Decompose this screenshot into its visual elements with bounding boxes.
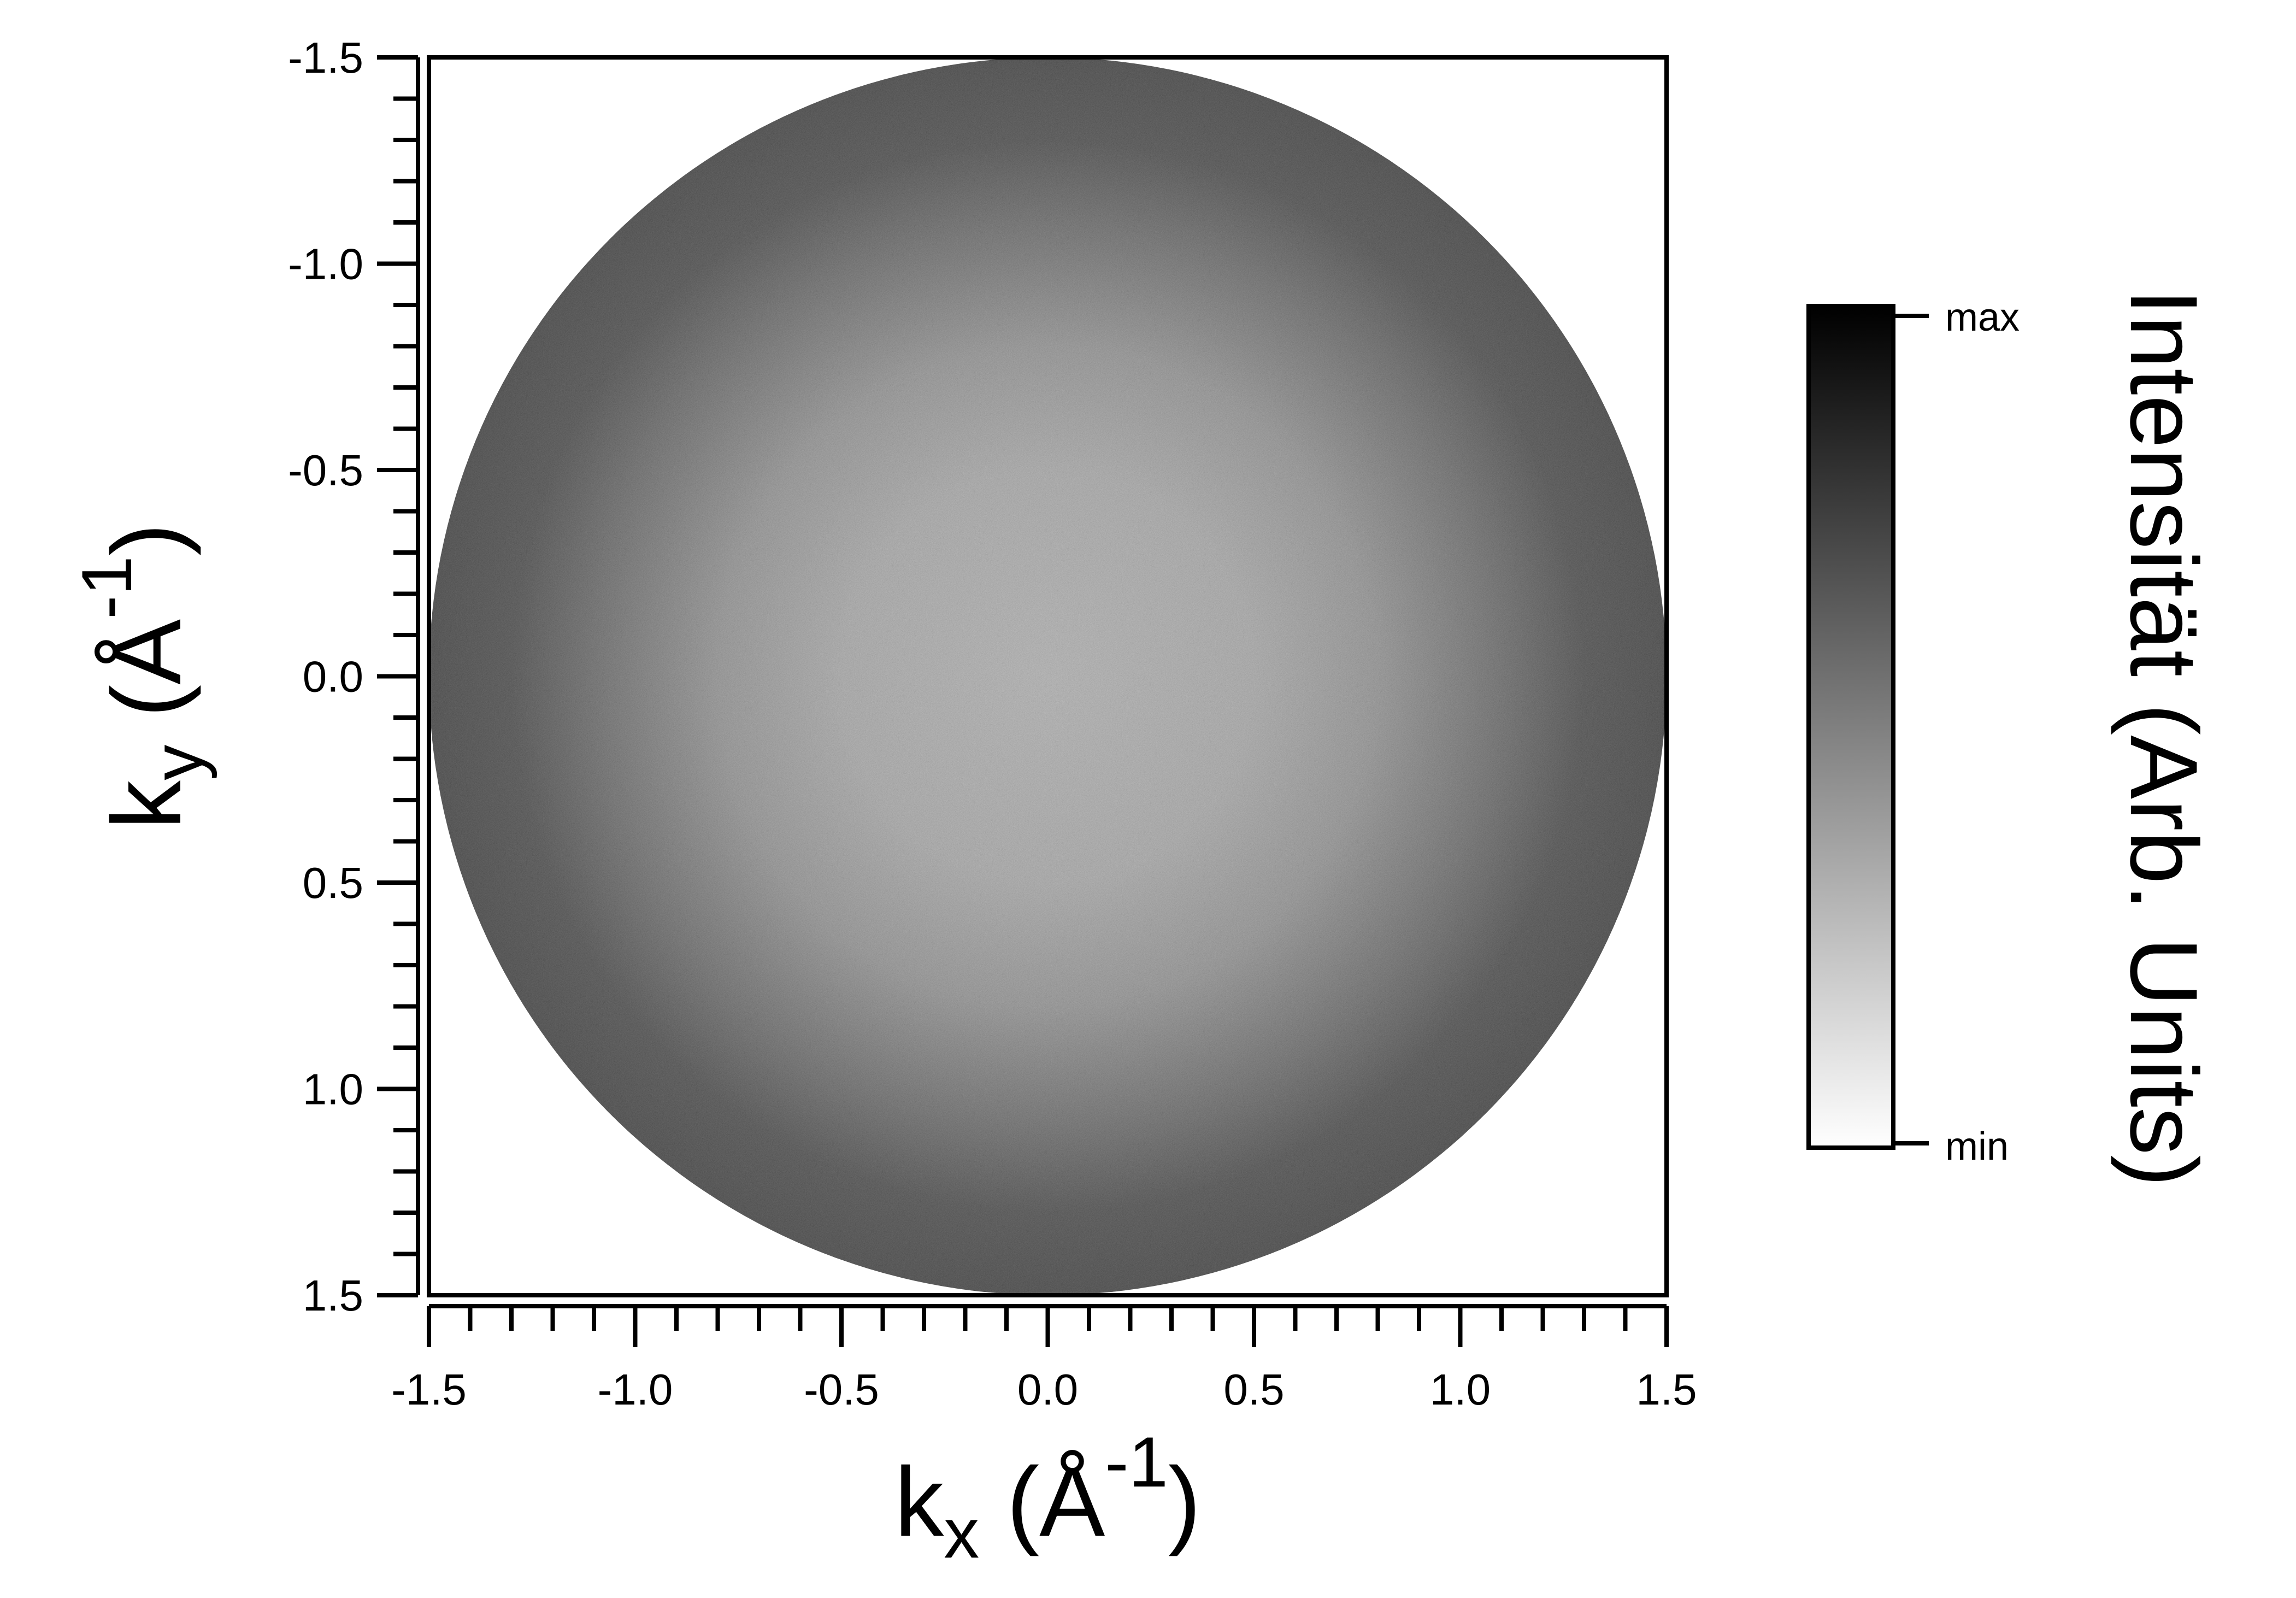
x-label-unit: Å [1039,1447,1105,1557]
y-label-close: ) [92,523,202,556]
y-axis-label: ky (Å-1) [67,523,217,830]
x-label-open: ( [979,1447,1039,1557]
x-label-exp: -1 [1105,1422,1168,1502]
y-tick-label: -0.5 [288,446,363,495]
x-tick-label: -1.0 [598,1365,673,1414]
x-tick-label: 1.5 [1636,1365,1697,1414]
y-label-unit: Å [92,619,202,685]
y-tick-label: 0.0 [303,653,363,701]
x-label-close: ) [1168,1447,1201,1557]
y-label-sub: y [138,745,217,780]
y-tick-label: -1.5 [288,33,363,82]
x-tick-label: 0.5 [1223,1365,1284,1414]
y-tick-label: 0.5 [303,859,363,907]
x-axis-label: kx (Å-1) [894,1422,1201,1573]
x-tick-label: 1.0 [1430,1365,1491,1414]
y-label-base: k [92,780,202,830]
x-tick-label: 0.0 [1017,1365,1078,1414]
colorbar-min-label: min [1945,1125,2009,1168]
x-label-base: k [894,1447,944,1557]
x-axis: -1.5 -1.0 -0.5 0.0 0.5 1.0 1.5 [391,1304,1697,1414]
plot-frame [427,55,1669,1297]
y-label-open: ( [92,685,202,745]
x-tick-label: -0.5 [804,1365,879,1414]
colorbar-max-label: max [1945,296,2020,339]
colorbar-gradient [1806,304,1895,1150]
intensity-noise [429,57,1667,1295]
x-label-sub: x [944,1493,979,1573]
y-tick-label: -1.0 [288,240,363,289]
y-tick-label: 1.5 [303,1271,363,1320]
y-tick-label: 1.0 [303,1065,363,1114]
colorbar-title: Intensität (Arb. Units) [2110,289,2217,1187]
plot-area [427,55,1669,1297]
x-tick-label: -1.5 [391,1365,467,1414]
colorbar: max min Intensität (Arb. Units) [1806,289,2217,1187]
y-axis: -1.5 -1.0 -0.5 0.0 0.5 1.0 1.5 [288,33,420,1320]
y-label-exp: -1 [67,556,146,619]
